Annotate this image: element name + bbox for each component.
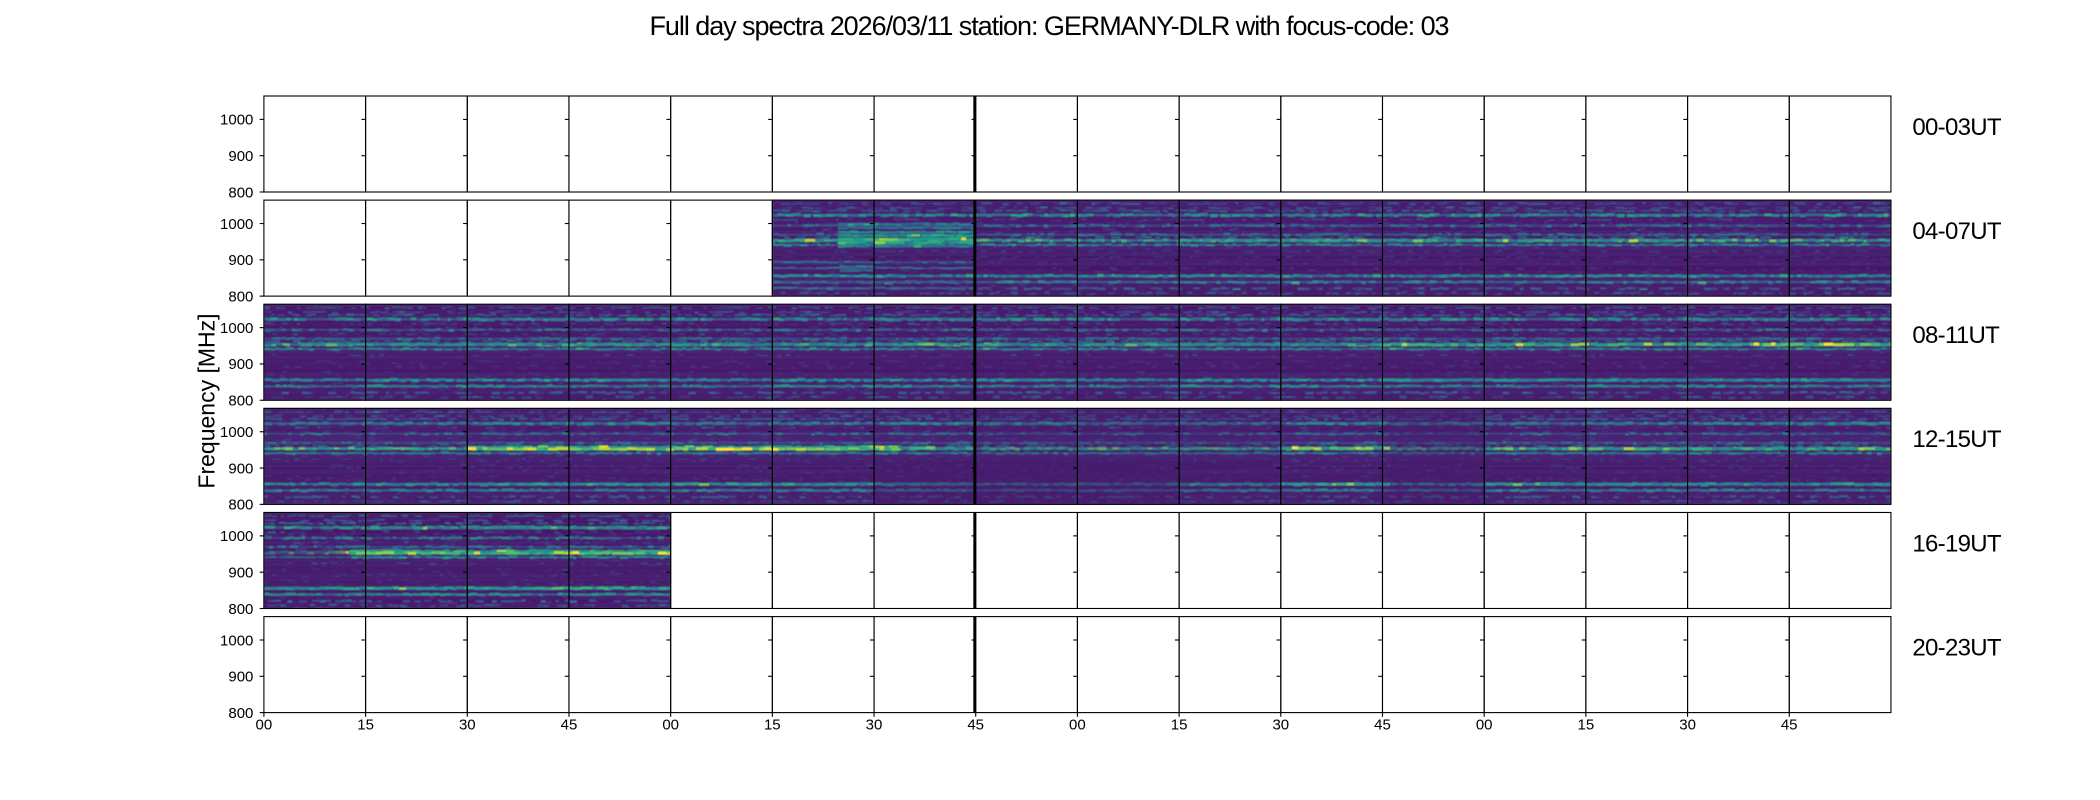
svg-text:800: 800 bbox=[228, 601, 253, 618]
svg-text:1000: 1000 bbox=[220, 112, 253, 129]
svg-text:800: 800 bbox=[228, 705, 253, 722]
svg-text:08-11UT: 08-11UT bbox=[1912, 322, 2000, 349]
svg-text:45: 45 bbox=[967, 717, 984, 734]
svg-text:30: 30 bbox=[1679, 717, 1696, 734]
svg-text:900: 900 bbox=[228, 460, 253, 477]
svg-text:00: 00 bbox=[1476, 717, 1493, 734]
svg-text:00: 00 bbox=[256, 717, 273, 734]
svg-text:45: 45 bbox=[1374, 717, 1391, 734]
svg-text:04-07UT: 04-07UT bbox=[1912, 218, 2002, 245]
svg-text:00-03UT: 00-03UT bbox=[1912, 114, 2002, 141]
svg-text:800: 800 bbox=[228, 393, 253, 410]
svg-text:00: 00 bbox=[1069, 717, 1086, 734]
svg-text:15: 15 bbox=[357, 717, 374, 734]
svg-text:1000: 1000 bbox=[220, 632, 253, 649]
svg-text:800: 800 bbox=[228, 184, 253, 201]
svg-text:1000: 1000 bbox=[220, 216, 253, 233]
svg-text:30: 30 bbox=[1272, 717, 1289, 734]
svg-text:Frequency [MHz]: Frequency [MHz] bbox=[194, 313, 220, 488]
svg-text:1000: 1000 bbox=[220, 424, 253, 441]
svg-text:15: 15 bbox=[1171, 717, 1188, 734]
svg-text:45: 45 bbox=[561, 717, 578, 734]
svg-text:30: 30 bbox=[459, 717, 476, 734]
svg-text:1000: 1000 bbox=[220, 320, 253, 337]
svg-text:800: 800 bbox=[228, 497, 253, 514]
svg-text:900: 900 bbox=[228, 252, 253, 269]
svg-text:15: 15 bbox=[764, 717, 781, 734]
svg-text:900: 900 bbox=[228, 669, 253, 686]
svg-text:900: 900 bbox=[228, 148, 253, 165]
svg-text:45: 45 bbox=[1781, 717, 1798, 734]
svg-text:1000: 1000 bbox=[220, 528, 253, 545]
svg-text:16-19UT: 16-19UT bbox=[1912, 530, 2002, 557]
svg-text:20-23UT: 20-23UT bbox=[1912, 634, 2002, 661]
svg-text:Full day spectra 2026/03/11 st: Full day spectra 2026/03/11 station: GER… bbox=[649, 11, 1448, 41]
svg-text:900: 900 bbox=[228, 356, 253, 373]
svg-text:900: 900 bbox=[228, 565, 253, 582]
svg-text:15: 15 bbox=[1578, 717, 1595, 734]
svg-text:12-15UT: 12-15UT bbox=[1912, 426, 2002, 453]
svg-text:30: 30 bbox=[866, 717, 883, 734]
svg-text:800: 800 bbox=[228, 288, 253, 305]
svg-text:00: 00 bbox=[662, 717, 679, 734]
